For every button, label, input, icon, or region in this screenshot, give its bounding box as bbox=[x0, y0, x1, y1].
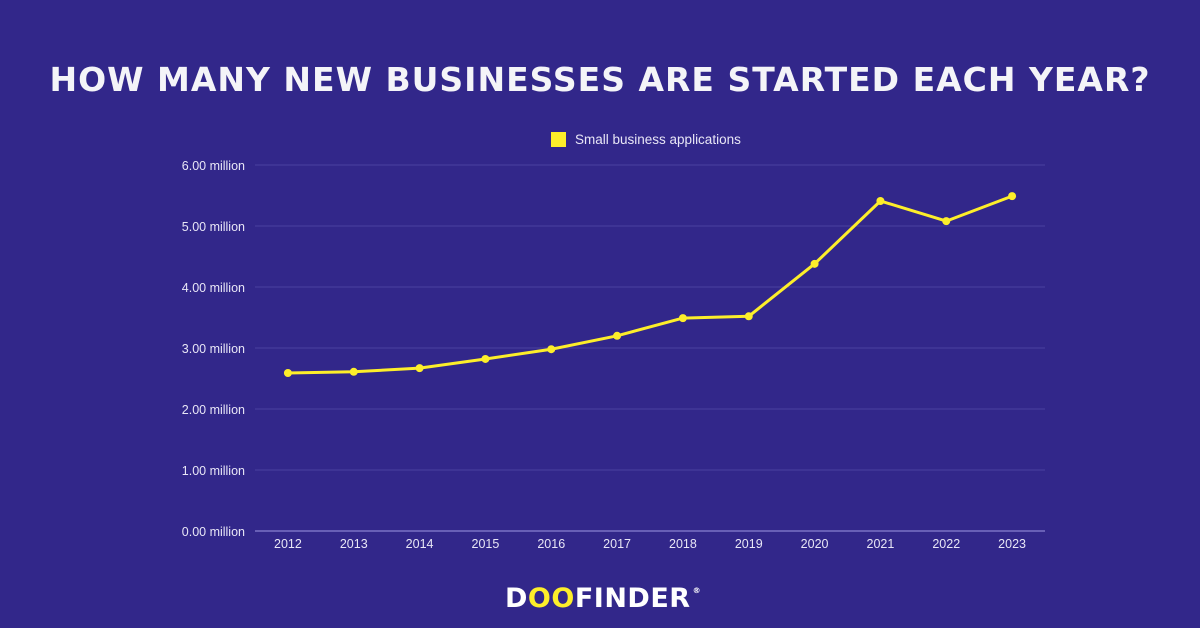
doofinder-logo: D OO FINDER ® bbox=[505, 583, 702, 614]
x-tick-label: 2012 bbox=[274, 537, 302, 551]
x-tick-label: 2017 bbox=[603, 537, 631, 551]
data-point bbox=[349, 367, 358, 376]
x-axis-ticks: 2012 2013 2014 2015 2016 2017 2018 2019 2020 2021… bbox=[274, 537, 1026, 551]
data-point bbox=[1008, 192, 1017, 201]
y-tick-label: 0.00 million bbox=[182, 525, 245, 539]
data-point bbox=[415, 364, 424, 373]
chart-title: HOW MANY NEW BUSINESSES ARE STARTED EACH… bbox=[49, 60, 1151, 99]
y-tick-label: 4.00 million bbox=[182, 281, 245, 295]
x-tick-label: 2016 bbox=[537, 537, 565, 551]
data-point bbox=[942, 217, 951, 226]
legend: Small business applications bbox=[551, 132, 741, 147]
data-point bbox=[283, 369, 292, 378]
y-tick-label: 2.00 million bbox=[182, 403, 245, 417]
x-tick-label: 2022 bbox=[932, 537, 960, 551]
data-point bbox=[481, 354, 490, 363]
legend-label: Small business applications bbox=[575, 132, 741, 147]
x-tick-label: 2020 bbox=[801, 537, 829, 551]
x-tick-label: 2013 bbox=[340, 537, 368, 551]
y-axis-ticks: 0.00 million 1.00 million 2.00 million 3.00… bbox=[182, 159, 245, 539]
legend-swatch bbox=[551, 132, 566, 147]
y-tick-label: 5.00 million bbox=[182, 220, 245, 234]
x-tick-label: 2015 bbox=[472, 537, 500, 551]
x-tick-label: 2021 bbox=[867, 537, 895, 551]
x-tick-label: 2019 bbox=[735, 537, 763, 551]
data-point bbox=[613, 331, 622, 340]
data-point bbox=[744, 312, 753, 321]
y-tick-label: 1.00 million bbox=[182, 464, 245, 478]
y-tick-label: 3.00 million bbox=[182, 342, 245, 356]
series-line bbox=[287, 194, 1013, 375]
data-point bbox=[876, 196, 885, 205]
x-tick-label: 2023 bbox=[998, 537, 1026, 551]
gridlines bbox=[255, 164, 1045, 532]
x-tick-label: 2018 bbox=[669, 537, 697, 551]
x-tick-label: 2014 bbox=[406, 537, 434, 551]
data-point bbox=[678, 314, 687, 323]
data-point bbox=[547, 345, 556, 354]
data-point bbox=[810, 259, 819, 268]
y-tick-label: 6.00 million bbox=[182, 159, 245, 173]
data-points bbox=[283, 192, 1017, 378]
